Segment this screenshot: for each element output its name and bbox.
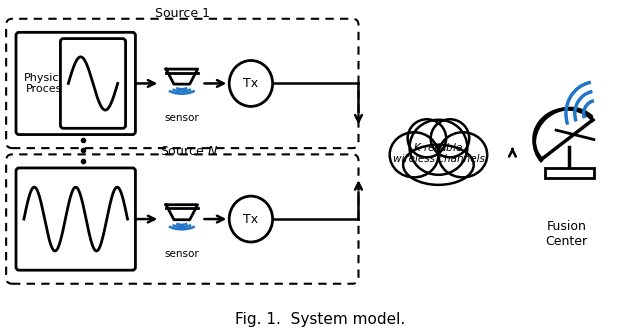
Text: $K$ reliable
wireless channels: $K$ reliable wireless channels	[392, 140, 484, 164]
Ellipse shape	[403, 145, 474, 185]
Ellipse shape	[438, 132, 487, 177]
Circle shape	[229, 61, 273, 106]
Polygon shape	[534, 109, 593, 159]
FancyBboxPatch shape	[16, 32, 136, 135]
Text: sensor: sensor	[164, 249, 199, 259]
Text: Tx: Tx	[243, 213, 259, 226]
Text: Fig. 1.  System model.: Fig. 1. System model.	[235, 312, 405, 327]
Ellipse shape	[408, 119, 446, 157]
Text: Physical
Process: Physical Process	[24, 73, 69, 94]
Ellipse shape	[390, 132, 438, 177]
Bar	[545, 168, 594, 179]
FancyBboxPatch shape	[60, 38, 125, 128]
Polygon shape	[166, 69, 198, 84]
Text: sensor: sensor	[164, 113, 199, 123]
Circle shape	[229, 196, 273, 242]
Text: Tx: Tx	[243, 77, 259, 90]
Text: Fusion
Center: Fusion Center	[546, 220, 588, 248]
FancyBboxPatch shape	[16, 168, 136, 270]
Text: Source $N$: Source $N$	[160, 144, 218, 158]
Ellipse shape	[410, 120, 467, 175]
Polygon shape	[166, 205, 198, 220]
Text: Source 1: Source 1	[155, 7, 210, 20]
Ellipse shape	[431, 119, 469, 157]
